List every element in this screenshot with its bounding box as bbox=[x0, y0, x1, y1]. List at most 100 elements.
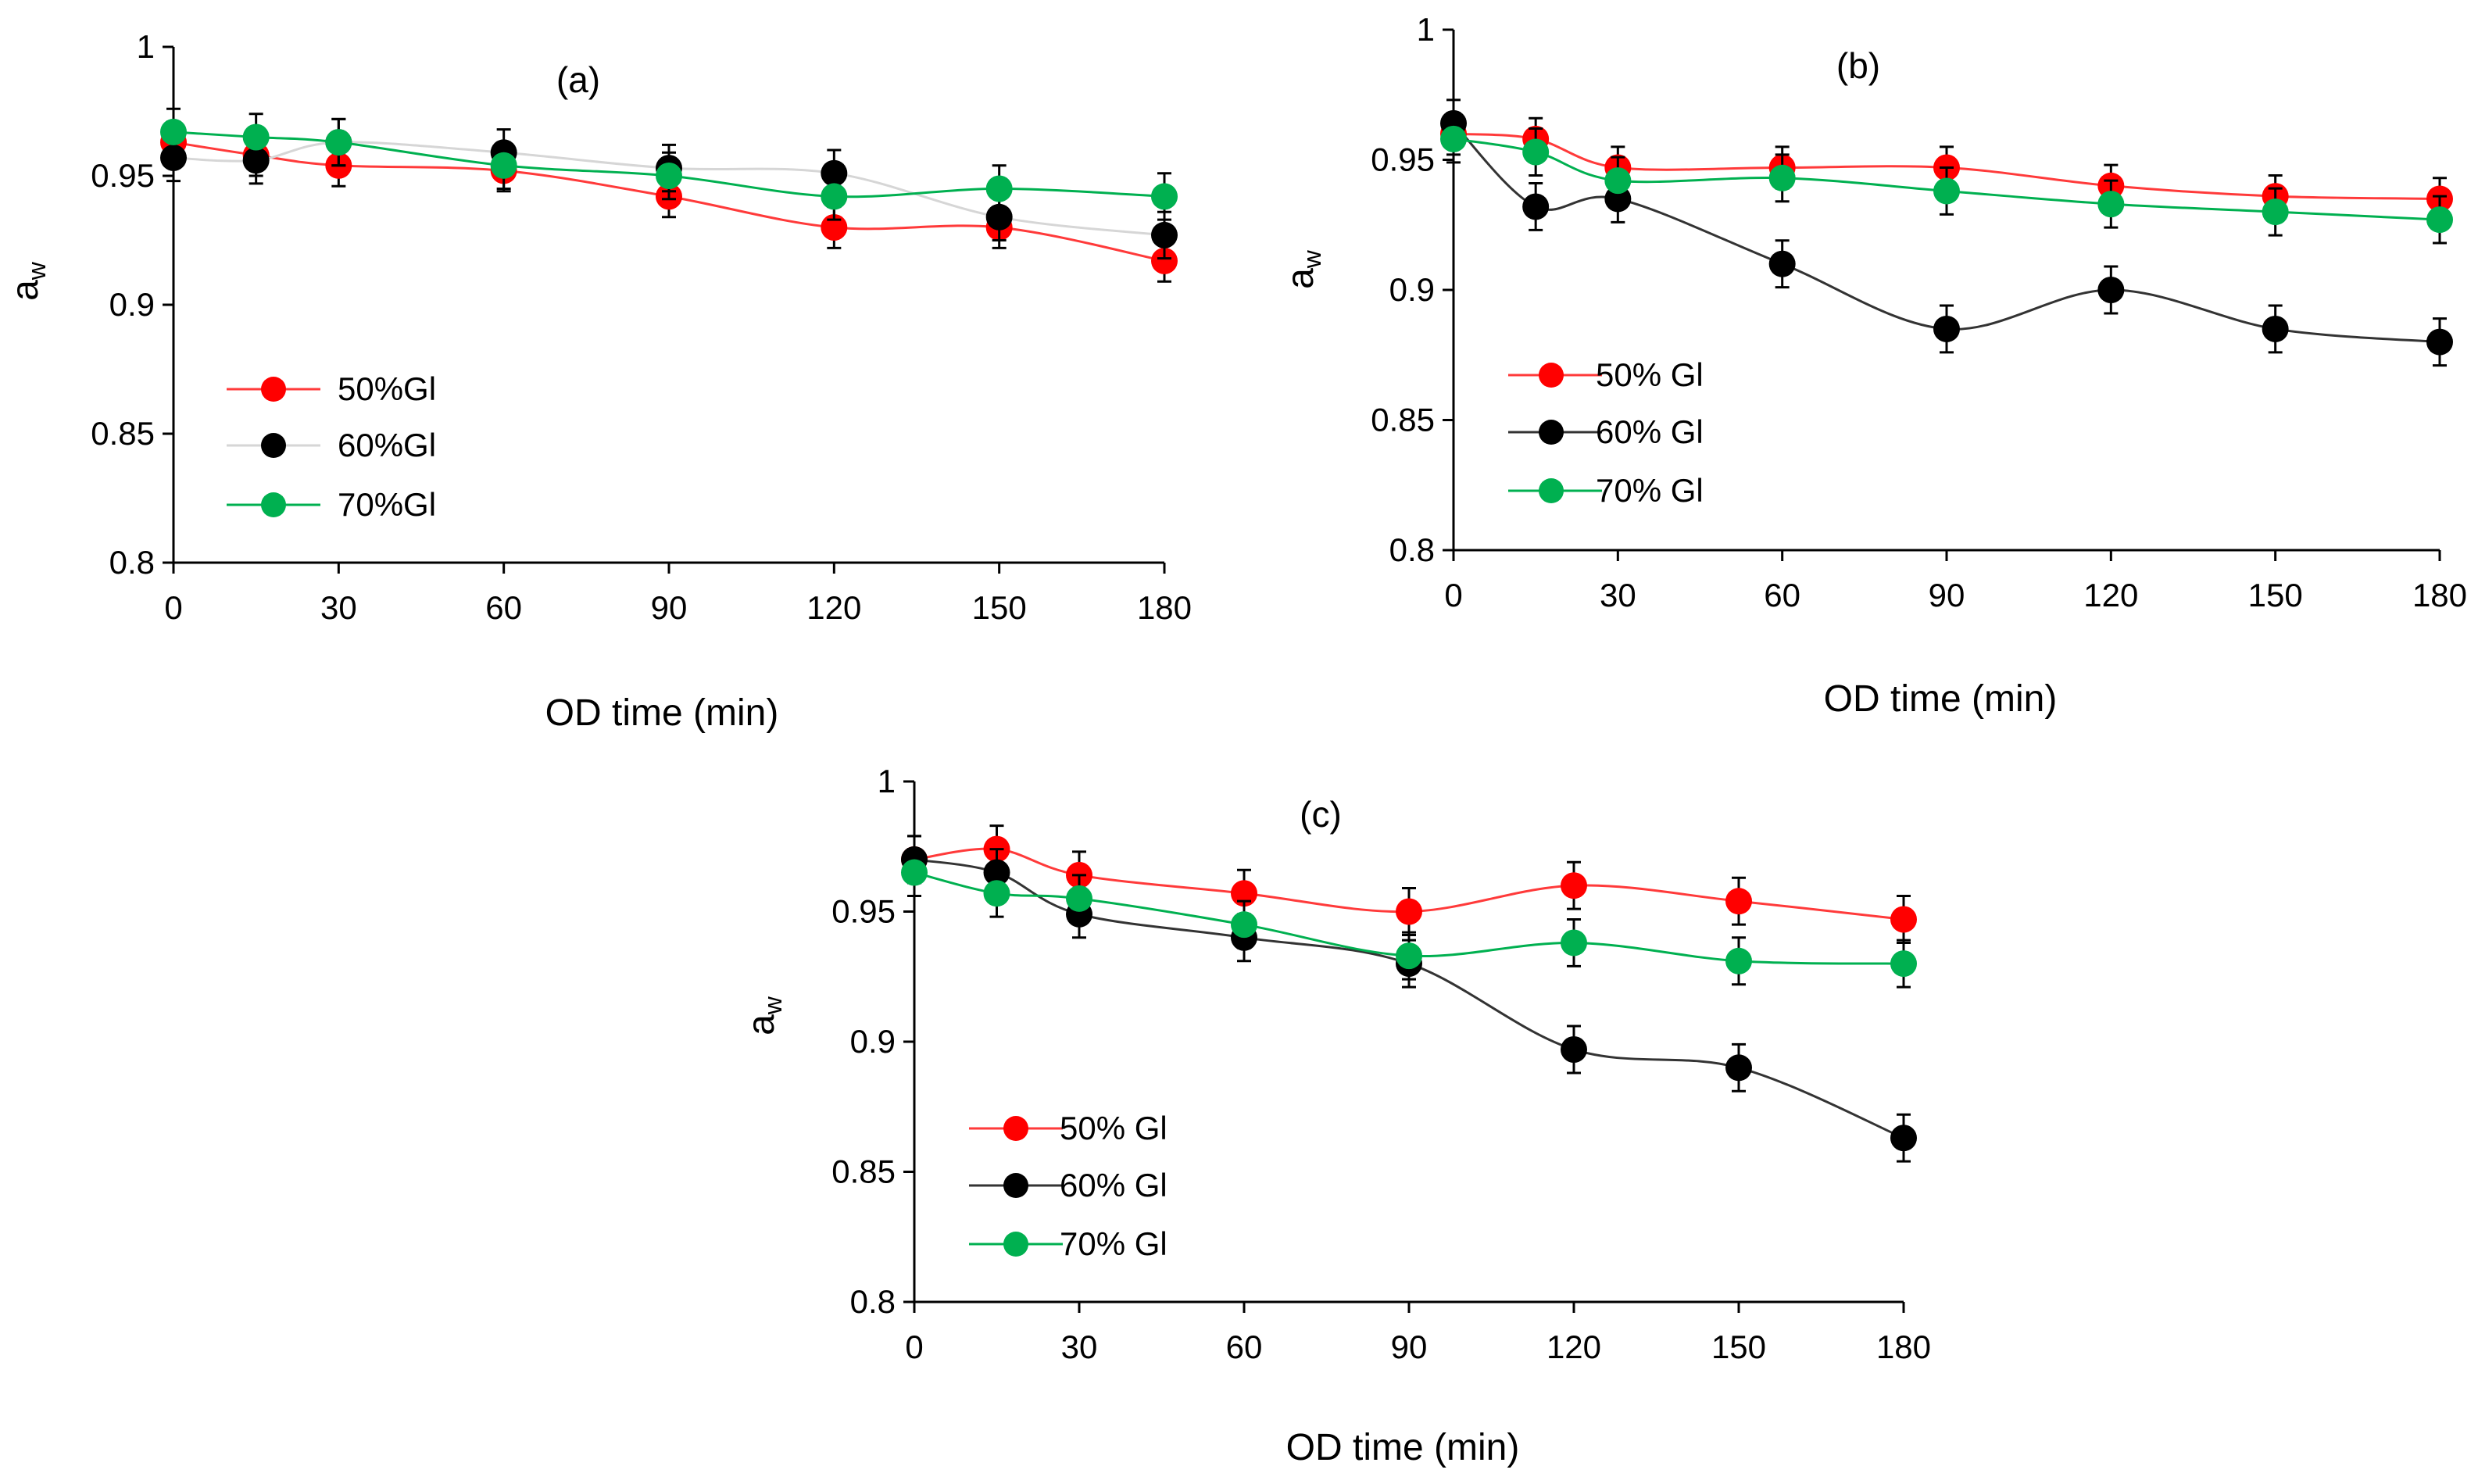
panel-c-data-point-2 bbox=[1396, 942, 1422, 970]
panel-a-y-axis-title-main: a bbox=[5, 280, 46, 301]
panel-b-x-tick-label: 90 bbox=[1929, 577, 1965, 613]
panel-c: 0.8 0.85 0.9 0.95 1 0 30 60 90 120 150 180 (c) OD t… bbox=[741, 763, 1931, 1468]
panel-a-x-tick-label: 0 bbox=[164, 589, 182, 626]
panel-a-legend: 50%Gl 60%Gl 70%Gl bbox=[227, 370, 436, 523]
panel-b-plot-area: 0.8 0.85 0.9 0.95 1 0 30 60 90 120 150 180 bbox=[1371, 11, 2467, 613]
panel-a-x-tick-label: 120 bbox=[806, 589, 861, 626]
panel-b-legend-label-1: 60% Gl bbox=[1596, 413, 1704, 450]
panel-c-y-tick-label: 0.8 bbox=[850, 1283, 896, 1320]
panel-c-legend-swatch-marker-1 bbox=[1003, 1173, 1028, 1198]
panel-a-data-point-2 bbox=[1151, 183, 1178, 210]
panel-b-legend-label-2: 70% Gl bbox=[1596, 472, 1704, 509]
panel-a-legend-label-2: 70%Gl bbox=[338, 486, 436, 523]
panel-b-x-tick-label: 0 bbox=[1444, 577, 1462, 613]
panel-a-data-point-2 bbox=[160, 118, 187, 145]
panel-a-y-tick-label: 0.95 bbox=[91, 157, 155, 194]
panel-a-legend-swatch-marker-0 bbox=[261, 377, 286, 402]
panel-c-data-point-1 bbox=[1561, 1035, 1587, 1063]
panel-b-data-point-2 bbox=[2097, 191, 2125, 218]
panel-c-data-point-2 bbox=[1561, 929, 1587, 957]
panel-c-legend-swatch-marker-2 bbox=[1003, 1232, 1028, 1257]
panel-b-data-point-2 bbox=[1768, 164, 1796, 191]
panel-c-data-point-1 bbox=[1890, 1125, 1917, 1152]
panel-b-data-point-2 bbox=[2262, 198, 2289, 226]
panel-c-data-point-0 bbox=[1725, 888, 1752, 915]
panel-c-legend: 50% Gl 60% Gl 70% Gl bbox=[969, 1110, 1167, 1262]
panel-b-data-point-2 bbox=[1522, 138, 1550, 166]
panel-b-series-line-1 bbox=[1452, 122, 2440, 344]
panel-c-y-tick-label: 0.95 bbox=[831, 893, 896, 930]
panel-b-data-point-1 bbox=[2097, 277, 2125, 303]
panel-c-y-tick-label: 0.85 bbox=[831, 1153, 896, 1190]
panel-b-data-point-2 bbox=[2426, 206, 2453, 234]
panel-c-data-point-0 bbox=[1890, 906, 1917, 933]
panel-b-legend-label-0: 50% Gl bbox=[1596, 356, 1704, 393]
panel-a-x-tick-label: 150 bbox=[972, 589, 1027, 626]
panel-c-x-tick-label: 0 bbox=[905, 1328, 923, 1365]
panel-b-x-tick-label: 150 bbox=[2248, 577, 2303, 613]
panel-c-data-point-0 bbox=[1561, 872, 1587, 899]
panel-a-x-tick-label: 180 bbox=[1137, 589, 1192, 626]
panel-a-y-axis-title: aw bbox=[5, 261, 51, 301]
panel-c-data-point-2 bbox=[1725, 947, 1752, 974]
panel-b-x-tick-label: 60 bbox=[1764, 577, 1800, 613]
panel-c-legend-label-1: 60% Gl bbox=[1060, 1167, 1167, 1203]
panel-c-data-point-2 bbox=[1066, 885, 1092, 912]
panel-a-data-point-1 bbox=[160, 144, 187, 171]
panel-b: 0.8 0.85 0.9 0.95 1 0 30 60 90 120 150 180 (b) OD t… bbox=[1280, 11, 2467, 720]
panel-b-data-point-1 bbox=[1933, 315, 1960, 342]
panel-b-y-tick-label: 0.9 bbox=[1389, 271, 1435, 308]
panel-a-legend-label-0: 50%Gl bbox=[338, 370, 436, 407]
panel-a-data-point-0 bbox=[1151, 247, 1178, 274]
panel-a-label: (a) bbox=[556, 59, 600, 100]
panel-b-data-point-2 bbox=[1604, 167, 1632, 195]
panel-c-x-axis-title: OD time (min) bbox=[1286, 1427, 1520, 1468]
panel-b-y-tick-label: 0.8 bbox=[1389, 531, 1435, 568]
panel-a-data-point-1 bbox=[985, 203, 1013, 231]
panel-b-y-tick-label: 0.85 bbox=[1371, 402, 1435, 438]
panel-c-data-point-2 bbox=[1890, 950, 1917, 978]
panel-a-y-tick-label: 0.8 bbox=[109, 544, 155, 581]
panel-a-legend-label-1: 60%Gl bbox=[338, 427, 436, 463]
panel-a-x-tick-label: 90 bbox=[651, 589, 688, 626]
panel-b-x-tick-label: 30 bbox=[1600, 577, 1636, 613]
panel-c-data-point-2 bbox=[983, 880, 1010, 907]
panel-c-data-point-1 bbox=[1725, 1054, 1752, 1082]
panel-b-legend: 50% Gl 60% Gl 70% Gl bbox=[1508, 356, 1704, 509]
panel-c-x-tick-label: 90 bbox=[1391, 1328, 1428, 1365]
panel-c-y-axis-title: aw bbox=[741, 996, 787, 1035]
panel-a-data-point-1 bbox=[1151, 221, 1178, 249]
panel-b-y-axis-title: aw bbox=[1280, 249, 1326, 289]
panel-c-data-point-2 bbox=[1231, 911, 1257, 939]
panel-a-data-point-2 bbox=[656, 163, 682, 189]
panel-b-y-axis-title-main: a bbox=[1280, 268, 1321, 289]
panel-c-legend-swatch-marker-0 bbox=[1003, 1116, 1028, 1141]
panel-b-data-point-1 bbox=[1768, 250, 1796, 277]
panel-b-data-point-1 bbox=[1522, 193, 1550, 220]
panel-a-data-point-2 bbox=[821, 183, 848, 210]
panel-b-y-tick-label: 1 bbox=[1417, 11, 1435, 48]
panel-c-y-axis-title-sub: w bbox=[759, 996, 787, 1015]
panel-a-y-axis-title-sub: w bbox=[23, 261, 51, 281]
panel-c-x-tick-label: 180 bbox=[1876, 1328, 1931, 1365]
panel-a-legend-swatch-marker-2 bbox=[261, 492, 286, 517]
panel-c-x-tick-label: 150 bbox=[1711, 1328, 1766, 1365]
panel-a-data-point-2 bbox=[242, 123, 270, 151]
panel-c-plot-area: 0.8 0.85 0.9 0.95 1 0 30 60 90 120 150 180 bbox=[831, 763, 1931, 1365]
panel-c-x-tick-label: 30 bbox=[1061, 1328, 1098, 1365]
panel-b-x-axis-title: OD time (min) bbox=[1824, 678, 2058, 720]
panel-c-legend-label-0: 50% Gl bbox=[1060, 1110, 1167, 1146]
panel-a-y-tick-label: 1 bbox=[137, 28, 155, 65]
panel-a-legend-swatch-marker-1 bbox=[261, 433, 286, 458]
panel-b-label: (b) bbox=[1836, 45, 1880, 86]
panel-b-data-point-2 bbox=[1440, 125, 1467, 152]
panel-c-data-point-0 bbox=[1396, 898, 1422, 925]
panel-a: 0.8 0.85 0.9 0.95 1 0 30 60 90 120 150 180 (a) OD t… bbox=[5, 28, 1192, 734]
panel-b-legend-swatch-marker-2 bbox=[1539, 478, 1564, 503]
panel-b-data-point-1 bbox=[2426, 328, 2453, 356]
panel-c-legend-label-2: 70% Gl bbox=[1060, 1225, 1167, 1262]
panel-b-y-tick-label: 0.95 bbox=[1371, 141, 1435, 178]
panel-b-data-point-2 bbox=[1933, 177, 1960, 205]
panel-b-x-tick-label: 120 bbox=[2083, 577, 2138, 613]
